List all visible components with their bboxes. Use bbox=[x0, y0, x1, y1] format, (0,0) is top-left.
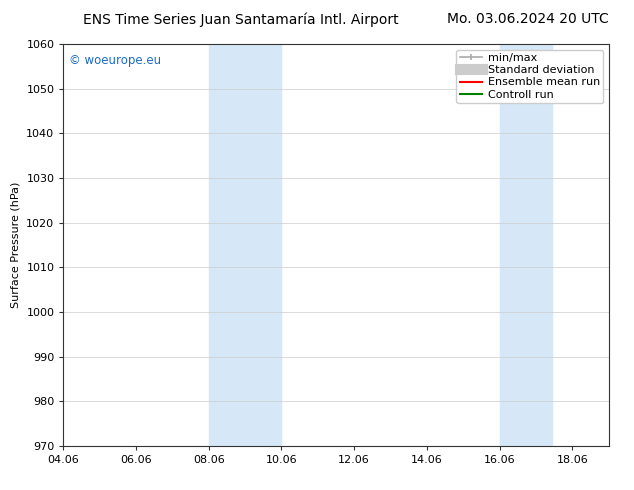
Legend: min/max, Standard deviation, Ensemble mean run, Controll run: min/max, Standard deviation, Ensemble me… bbox=[456, 49, 603, 103]
Bar bbox=[209, 44, 281, 446]
Text: © woeurope.eu: © woeurope.eu bbox=[69, 54, 161, 67]
Text: ENS Time Series Juan Santamaría Intl. Airport: ENS Time Series Juan Santamaría Intl. Ai… bbox=[83, 12, 399, 27]
Text: Mo. 03.06.2024 20 UTC: Mo. 03.06.2024 20 UTC bbox=[447, 12, 609, 26]
Bar bbox=[500, 44, 552, 446]
Y-axis label: Surface Pressure (hPa): Surface Pressure (hPa) bbox=[11, 182, 21, 308]
